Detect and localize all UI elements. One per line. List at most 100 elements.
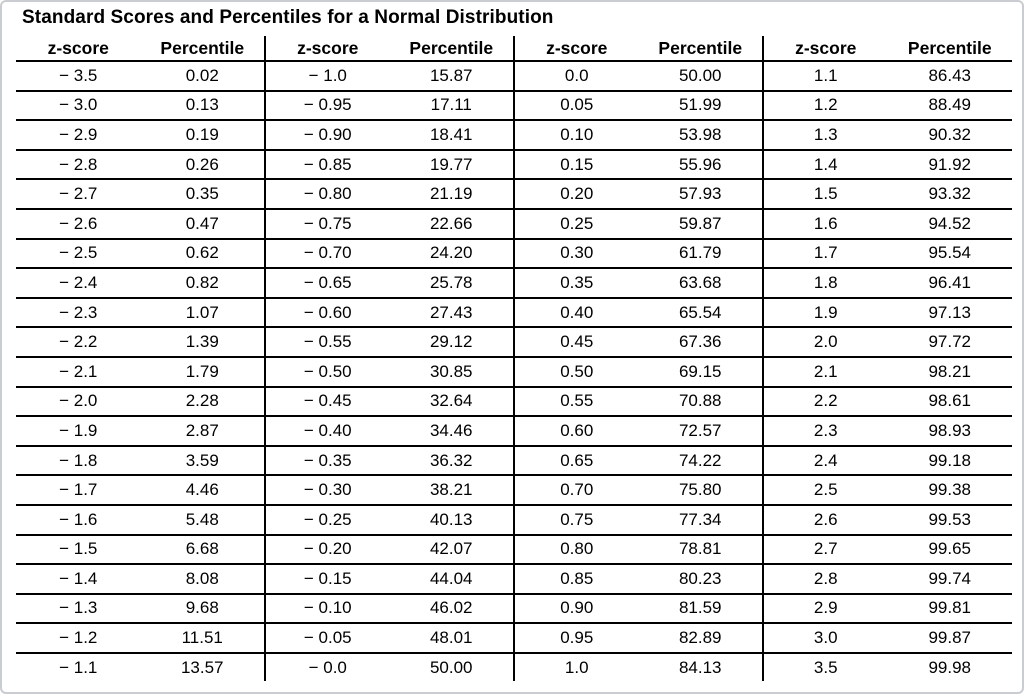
percentile-cell: 1.39 bbox=[140, 327, 266, 358]
table-row: − 2.8 0.26− 0.85 19.77 0.15 55.96 1.4 91.92 bbox=[16, 149, 1012, 181]
z-score-cell: − 3.5 bbox=[16, 61, 141, 92]
table-row: − 1.9 2.87− 0.40 34.46 0.60 72.57 2.3 98.93 bbox=[16, 416, 1012, 447]
z-score-cell: − 2.2 bbox=[16, 327, 141, 358]
percentile-cell: 40.13 bbox=[389, 504, 515, 536]
percentile-cell: 72.57 bbox=[638, 416, 764, 447]
z-score-cell: 0.0 bbox=[514, 61, 639, 92]
z-score-header: z-score bbox=[514, 36, 639, 62]
percentile-header: Percentile bbox=[389, 36, 515, 62]
table-row: − 1.8 3.59− 0.35 36.32 0.65 74.22 2.4 99.18 bbox=[16, 445, 1012, 477]
z-score-cell: − 0.55 bbox=[265, 327, 390, 358]
percentile-header: Percentile bbox=[887, 36, 1012, 62]
z-score-cell: − 1.7 bbox=[16, 475, 141, 506]
percentile-header: Percentile bbox=[140, 36, 266, 62]
z-score-cell: 0.30 bbox=[514, 238, 639, 270]
percentile-cell: 99.81 bbox=[887, 593, 1012, 625]
z-score-cell: 0.15 bbox=[514, 149, 639, 181]
z-score-cell: 3.5 bbox=[813, 657, 838, 677]
z-score-cell: − 1.1 bbox=[59, 657, 98, 677]
percentile-cell: 82.89 bbox=[638, 623, 764, 654]
percentile-cell: 0.19 bbox=[140, 120, 266, 151]
table-row: − 1.2 11.51− 0.05 48.01 0.95 82.89 3.0 99.87 bbox=[16, 623, 1012, 654]
z-score-cell: − 0.35 bbox=[265, 445, 390, 477]
percentile-cell: 8.08 bbox=[140, 564, 266, 595]
z-score-cell: − 0.85 bbox=[265, 149, 390, 181]
z-score-cell: 1.9 bbox=[763, 297, 888, 329]
percentile-cell: 96.41 bbox=[887, 268, 1012, 299]
z-score-cell: − 0.90 bbox=[265, 120, 390, 151]
percentile-cell: 51.99 bbox=[638, 90, 764, 122]
percentile-cell: 0.47 bbox=[140, 208, 266, 240]
table-header: z-score Percentile z-score Percentile z-scor… bbox=[16, 36, 1012, 62]
percentile-cell: 70.88 bbox=[638, 386, 764, 418]
table-row: − 1.5 6.68− 0.20 42.07 0.80 78.81 2.7 99.65 bbox=[16, 534, 1012, 566]
percentile-cell: 61.79 bbox=[638, 238, 764, 270]
z-score-cell: − 0.05 bbox=[265, 623, 390, 654]
percentile-cell: 0.62 bbox=[140, 238, 266, 270]
z-score-cell: − 0.60 bbox=[265, 297, 390, 329]
percentile-cell: 99.38 bbox=[887, 475, 1012, 506]
percentile-cell: 11.51 bbox=[140, 623, 266, 654]
percentile-cell: 98.21 bbox=[887, 356, 1012, 388]
z-score-cell: 0.75 bbox=[514, 504, 639, 536]
percentile-cell: 77.34 bbox=[638, 504, 764, 536]
z-score-cell: 0.60 bbox=[514, 416, 639, 447]
percentile-cell: 59.87 bbox=[638, 208, 764, 240]
z-score-cell: − 1.2 bbox=[16, 623, 141, 654]
table-row: − 1.7 4.46− 0.30 38.21 0.70 75.80 2.5 99.38 bbox=[16, 475, 1012, 506]
table-row: − 1.3 9.68− 0.10 46.02 0.90 81.59 2.9 99.81 bbox=[16, 593, 1012, 625]
percentile-cell: 78.81 bbox=[638, 534, 764, 566]
z-score-cell: 1.4 bbox=[763, 149, 888, 181]
percentile-cell: 19.77 bbox=[389, 149, 515, 181]
table-row: − 1.4 8.08− 0.15 44.04 0.85 80.23 2.8 99.74 bbox=[16, 564, 1012, 595]
percentile-cell: 6.68 bbox=[140, 534, 266, 566]
z-score-header: z-score bbox=[265, 36, 390, 62]
z-score-cell: 2.6 bbox=[763, 504, 888, 536]
z-score-cell: 0.85 bbox=[514, 564, 639, 595]
z-score-cell: − 0.80 bbox=[265, 179, 390, 210]
table-row: − 2.4 0.82− 0.65 25.78 0.35 63.68 1.8 96.41 bbox=[16, 268, 1012, 299]
percentile-cell: 25.78 bbox=[389, 268, 515, 299]
z-score-cell: − 3.0 bbox=[16, 90, 141, 122]
percentile-cell: 53.98 bbox=[638, 120, 764, 151]
z-score-percentile-table: z-score Percentile z-score Percentile z-scor… bbox=[16, 36, 1012, 682]
z-score-cell: 0.45 bbox=[514, 327, 639, 358]
percentile-cell: 50.00 bbox=[638, 61, 764, 92]
z-score-cell: 2.1 bbox=[763, 356, 888, 388]
z-score-cell: 0.55 bbox=[514, 386, 639, 418]
percentile-cell: 55.96 bbox=[638, 149, 764, 181]
z-score-cell: 0.50 bbox=[514, 356, 639, 388]
z-score-cell: 2.2 bbox=[763, 386, 888, 418]
z-score-cell: 2.5 bbox=[763, 475, 888, 506]
percentile-header: Percentile bbox=[638, 36, 764, 62]
z-score-cell: 1.2 bbox=[763, 90, 888, 122]
percentile-cell: 29.12 bbox=[389, 327, 515, 358]
z-score-cell: − 2.5 bbox=[16, 238, 141, 270]
z-score-cell: − 0.10 bbox=[265, 593, 390, 625]
percentile-cell: 3.59 bbox=[140, 445, 266, 477]
percentile-cell: 24.20 bbox=[389, 238, 515, 270]
z-score-cell: − 2.7 bbox=[16, 179, 141, 210]
table-title: Standard Scores and Percentiles for a No… bbox=[22, 7, 554, 28]
z-score-cell: 1.5 bbox=[763, 179, 888, 210]
percentile-cell: 63.68 bbox=[638, 268, 764, 299]
z-score-cell: − 2.3 bbox=[16, 297, 141, 329]
z-score-cell: 1.0 bbox=[564, 657, 589, 677]
z-score-cell: 0.80 bbox=[514, 534, 639, 566]
z-score-cell: − 0.65 bbox=[265, 268, 390, 299]
percentile-cell: 30.85 bbox=[389, 356, 515, 388]
z-score-cell: − 0.25 bbox=[265, 504, 390, 536]
percentile-cell: 95.54 bbox=[887, 238, 1012, 270]
z-score-cell: 2.8 bbox=[763, 564, 888, 595]
z-score-cell: − 2.1 bbox=[16, 356, 141, 388]
z-score-cell: 0.25 bbox=[514, 208, 639, 240]
z-score-cell: − 1.5 bbox=[16, 534, 141, 566]
percentile-cell: 17.11 bbox=[389, 90, 515, 122]
percentile-cell: 18.41 bbox=[389, 120, 515, 151]
percentile-cell: 38.21 bbox=[389, 475, 515, 506]
percentile-cell: 0.02 bbox=[140, 61, 266, 92]
percentile-cell: 74.22 bbox=[638, 445, 764, 477]
percentile-cell: 36.32 bbox=[389, 445, 515, 477]
percentile-cell: 32.64 bbox=[389, 386, 515, 418]
